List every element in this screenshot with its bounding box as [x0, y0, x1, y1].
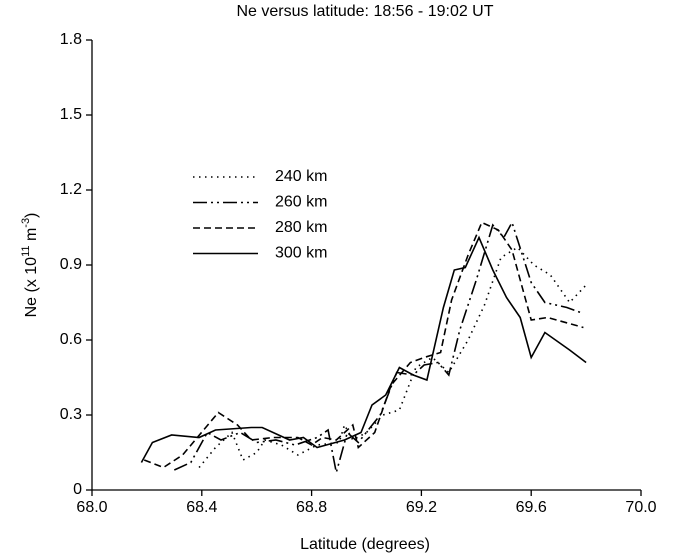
series-line	[198, 246, 587, 469]
y-tick-label: 0.3	[60, 406, 82, 423]
y-tick-label: 1.8	[60, 31, 82, 48]
y-tick-label: 0.9	[60, 256, 82, 273]
x-tick-label: 70.0	[625, 499, 656, 516]
chart-title: Ne versus latitude: 18:56 - 19:02 UT	[236, 3, 493, 20]
x-tick-label: 68.8	[296, 499, 327, 516]
legend-label: 300 km	[275, 245, 327, 262]
series-line	[173, 220, 581, 473]
series-line	[143, 221, 584, 469]
x-axis-label: Latitude (degrees)	[300, 536, 430, 553]
y-tick-label: 0	[73, 481, 82, 498]
y-tick-label: 1.2	[60, 181, 82, 198]
x-tick-label: 69.2	[406, 499, 437, 516]
legend-label: 280 km	[275, 219, 327, 236]
legend-label: 260 km	[275, 194, 327, 211]
x-tick-label: 68.4	[186, 499, 217, 516]
y-tick-label: 0.6	[60, 331, 82, 348]
x-tick-label: 68.0	[76, 499, 107, 516]
y-tick-label: 1.5	[60, 106, 82, 123]
y-axis-label: Ne (x 1011 m-3)	[20, 213, 40, 318]
x-tick-label: 69.6	[516, 499, 547, 516]
series-line	[140, 235, 587, 463]
legend-label: 240 km	[275, 168, 327, 185]
